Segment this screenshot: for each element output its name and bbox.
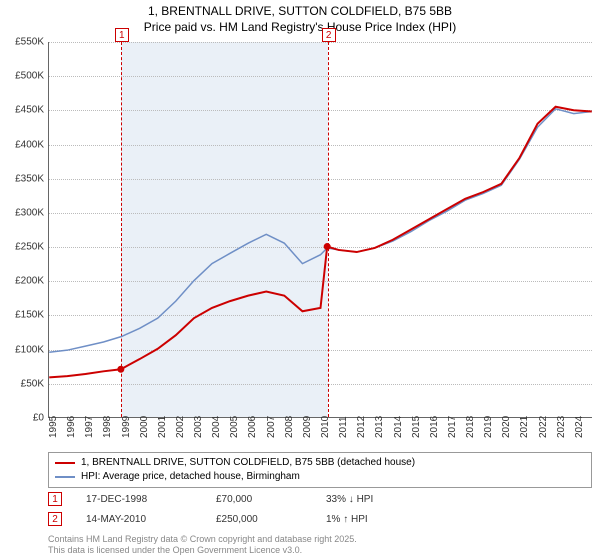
xtick-label: 2023 (556, 416, 567, 438)
ytick-label: £450K (0, 105, 44, 116)
xtick-label: 1998 (102, 416, 113, 438)
xtick-label: 2018 (465, 416, 476, 438)
ytick-label: £250K (0, 242, 44, 253)
title-line1: 1, BRENTNALL DRIVE, SUTTON COLDFIELD, B7… (0, 4, 600, 20)
ytick-label: £100K (0, 344, 44, 355)
xtick-label: 2010 (320, 416, 331, 438)
event-dot (324, 243, 331, 250)
line-series (49, 42, 592, 417)
ytick-label: £500K (0, 71, 44, 82)
xtick-label: 1999 (121, 416, 132, 438)
legend-label: 1, BRENTNALL DRIVE, SUTTON COLDFIELD, B7… (81, 456, 415, 470)
ytick-label: £150K (0, 310, 44, 321)
marker-label: 1 (115, 28, 129, 42)
ytick-label: £200K (0, 276, 44, 287)
xtick-label: 2013 (374, 416, 385, 438)
series-hpi (49, 109, 592, 352)
xtick-label: 2012 (356, 416, 367, 438)
xtick-label: 2024 (574, 416, 585, 438)
annotation-price: £70,000 (216, 494, 326, 505)
legend-row: HPI: Average price, detached house, Birm… (55, 470, 585, 484)
chart-title: 1, BRENTNALL DRIVE, SUTTON COLDFIELD, B7… (0, 0, 600, 35)
legend-swatch (55, 462, 75, 464)
annotation-date: 17-DEC-1998 (86, 494, 216, 505)
xtick-label: 2022 (538, 416, 549, 438)
xtick-label: 2001 (157, 416, 168, 438)
footer: Contains HM Land Registry data © Crown c… (48, 534, 357, 557)
annotation-price: £250,000 (216, 514, 326, 525)
annotation-row: 2 14-MAY-2010 £250,000 1% ↑ HPI (48, 512, 592, 526)
ytick-label: £300K (0, 207, 44, 218)
xtick-label: 2004 (211, 416, 222, 438)
xtick-label: 2019 (483, 416, 494, 438)
legend-swatch (55, 476, 75, 478)
xtick-label: 2015 (411, 416, 422, 438)
event-dot (117, 366, 124, 373)
xtick-label: 1997 (84, 416, 95, 438)
annotation-row: 1 17-DEC-1998 £70,000 33% ↓ HPI (48, 492, 592, 506)
xtick-label: 2017 (447, 416, 458, 438)
footer-line2: This data is licensed under the Open Gov… (48, 545, 357, 556)
ytick-label: £400K (0, 139, 44, 150)
xtick-label: 2020 (501, 416, 512, 438)
xtick-label: 2011 (338, 416, 349, 438)
annotation-marker: 1 (48, 492, 62, 506)
annotation-delta: 33% ↓ HPI (326, 494, 373, 505)
footer-line1: Contains HM Land Registry data © Crown c… (48, 534, 357, 545)
xtick-label: 1996 (66, 416, 77, 438)
title-line2: Price paid vs. HM Land Registry's House … (0, 20, 600, 36)
xtick-label: 2003 (193, 416, 204, 438)
xtick-label: 2016 (429, 416, 440, 438)
xtick-label: 2021 (519, 416, 530, 438)
xtick-label: 2008 (284, 416, 295, 438)
legend: 1, BRENTNALL DRIVE, SUTTON COLDFIELD, B7… (48, 452, 592, 488)
xtick-label: 2009 (302, 416, 313, 438)
legend-label: HPI: Average price, detached house, Birm… (81, 470, 300, 484)
chart-container: 1, BRENTNALL DRIVE, SUTTON COLDFIELD, B7… (0, 0, 600, 560)
xtick-label: 2007 (266, 416, 277, 438)
annotation-date: 14-MAY-2010 (86, 514, 216, 525)
series-price_paid (49, 107, 592, 378)
plot-area: 12 (48, 42, 592, 418)
xtick-label: 1995 (48, 416, 59, 438)
annotation-delta: 1% ↑ HPI (326, 514, 368, 525)
xtick-label: 2005 (229, 416, 240, 438)
xtick-label: 2000 (139, 416, 150, 438)
ytick-label: £350K (0, 173, 44, 184)
xtick-label: 2002 (175, 416, 186, 438)
annotation-marker: 2 (48, 512, 62, 526)
ytick-label: £50K (0, 378, 44, 389)
ytick-label: £550K (0, 37, 44, 48)
marker-label: 2 (322, 28, 336, 42)
ytick-label: £0 (0, 413, 44, 424)
legend-row: 1, BRENTNALL DRIVE, SUTTON COLDFIELD, B7… (55, 456, 585, 470)
xtick-label: 2014 (393, 416, 404, 438)
xtick-label: 2006 (247, 416, 258, 438)
